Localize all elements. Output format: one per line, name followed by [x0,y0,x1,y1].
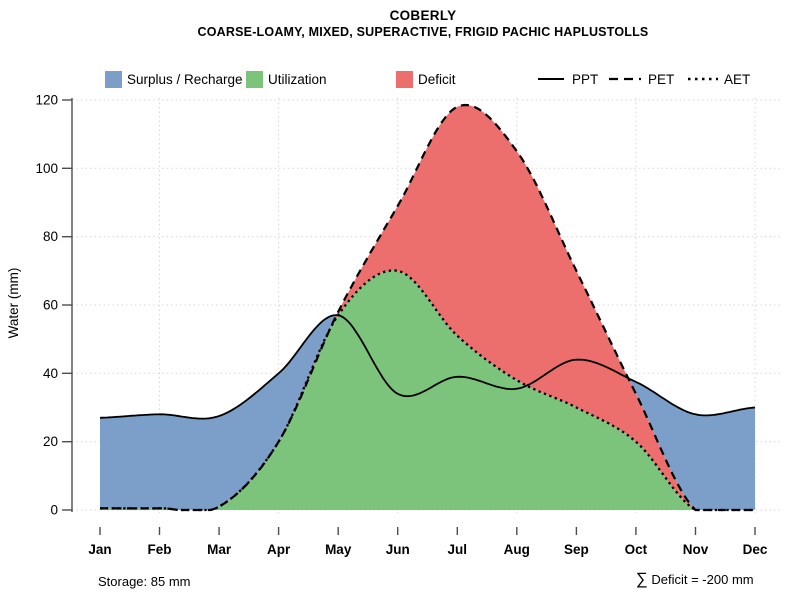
x-tick-label: Nov [683,542,709,557]
legend-label-utilization: Utilization [268,72,327,87]
x-tick-label: Feb [147,542,171,557]
deficit-sum-annotation: ∑ Deficit = -200 mm [636,570,754,589]
x-tick-label: Sep [564,542,589,557]
legend-label-surplus: Surplus / Recharge [127,72,243,87]
y-tick-label: 40 [43,366,58,381]
ppt-line [99,314,756,420]
x-tick-label: May [325,542,352,557]
surplus-swatch-icon [105,71,122,88]
page-title: COBERLY [389,8,457,23]
y-tick-label: 100 [35,161,58,176]
x-tick-label: Mar [207,542,232,557]
pet-line [100,103,755,512]
x-tick-label: Apr [267,542,291,557]
y-tick-label: 80 [43,229,58,244]
x-tick-label: Jan [88,542,111,557]
deficit-sum-text: Deficit = -200 mm [647,572,754,587]
deficit-area [100,105,755,510]
dashed-line-icon [609,77,641,81]
y-axis-title: Water (mm) [6,267,21,339]
sigma-icon: ∑ [636,570,648,588]
y-tick-label: 120 [35,93,58,108]
x-tick-label: Jun [386,542,410,557]
legend-label-deficit: Deficit [418,72,456,87]
y-tick-label: 0 [50,503,58,518]
surplus-recharge-area [100,105,755,510]
x-tick-label: Jul [448,542,468,557]
legend-label-ppt: PPT [572,72,599,87]
deficit-swatch-icon [396,71,413,88]
dotted-line-icon [688,77,718,81]
solid-line-icon [538,78,564,80]
legend-label-aet: AET [724,72,751,87]
storage-annotation: Storage: 85 mm [98,574,191,589]
utilization-swatch-icon [246,71,263,88]
x-tick-label: Aug [504,542,530,557]
y-tick-label: 20 [43,434,58,449]
y-tick-label: 60 [43,298,58,313]
x-tick-label: Oct [625,542,648,557]
x-tick-label: Dec [743,542,768,557]
page-subtitle: COARSE-LOAMY, MIXED, SUPERACTIVE, FRIGID… [197,25,649,39]
legend-label-pet: PET [648,72,675,87]
